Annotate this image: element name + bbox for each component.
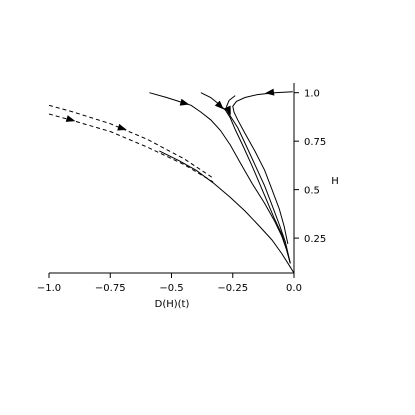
y-tick-label: 1.0 [304,89,320,100]
x-tick-label: −0.25 [217,283,248,294]
x-axis-label: D(H)(t) [155,299,190,310]
y-tick-label: 0.75 [304,137,326,148]
trajectory-line [159,150,295,274]
direction-arrow [214,100,224,110]
dashed-trajectory-line [48,104,214,179]
dashed-trajectory-line [48,113,214,183]
y-tick-label: 0.5 [304,186,320,197]
direction-arrow [265,88,275,96]
x-ticks: −1.0 −0.75 −0.5 −0.25 0.0 [37,273,302,294]
trajectory-line [149,92,291,264]
direction-arrow [179,98,190,106]
trajectory-line [232,91,293,245]
x-tick-label: −0.75 [95,283,126,294]
y-tick-label: 0.25 [304,234,326,245]
x-tick-label: −1.0 [37,283,61,294]
trajectory-curves [48,88,295,274]
direction-arrow [224,105,231,116]
y-axis-label: H [331,176,339,187]
x-tick-label: 0.0 [286,283,302,294]
y-ticks: 0.25 0.5 0.75 1.0 [294,89,326,245]
direction-arrow [65,115,76,122]
trajectory-line [200,92,291,264]
x-tick-label: −0.5 [159,283,183,294]
trajectory-line [226,95,291,264]
direction-arrow [117,123,127,131]
